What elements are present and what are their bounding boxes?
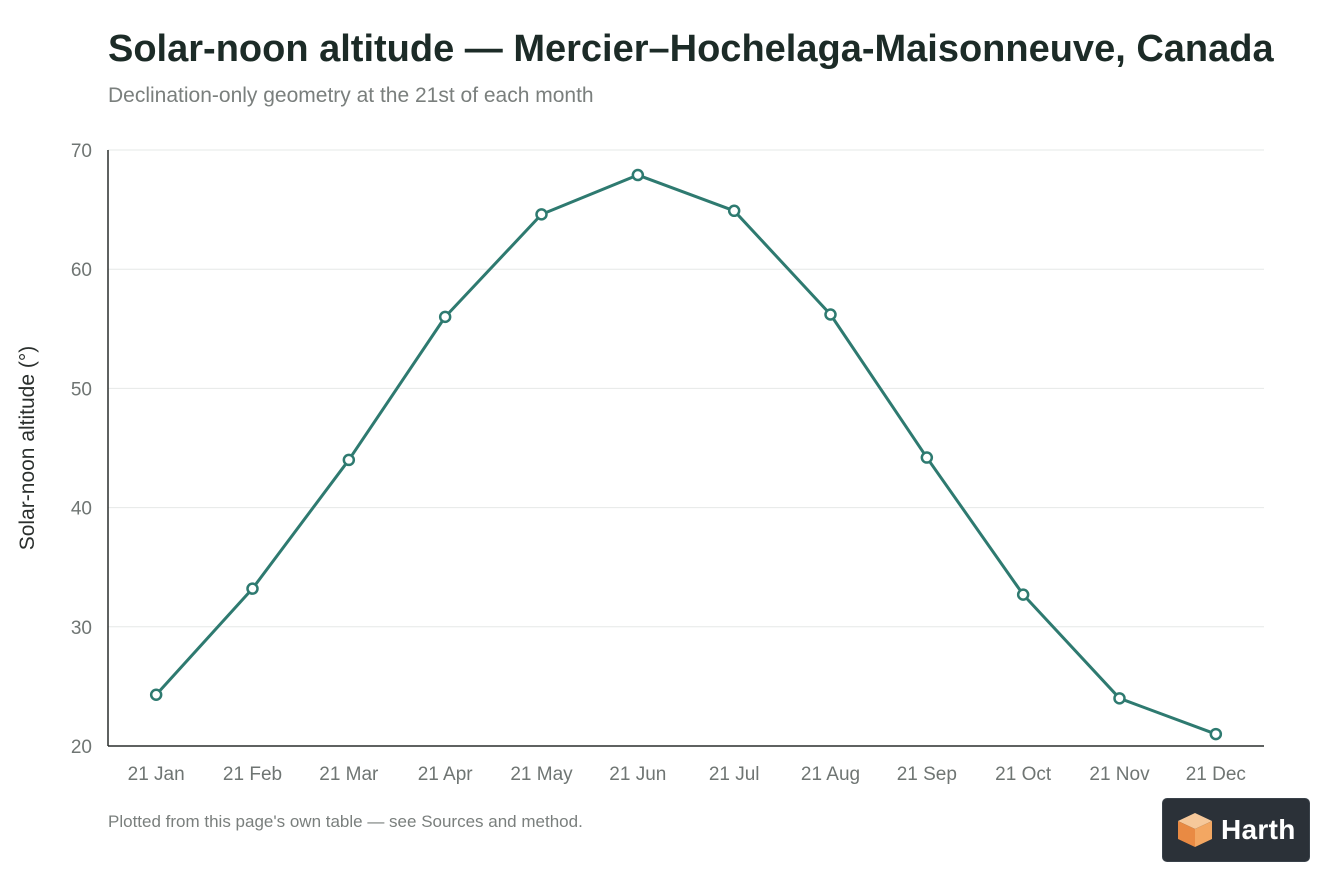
- x-tick-label: 21 Oct: [995, 764, 1052, 785]
- y-tick-labels: 20 30 40 50 60 70: [71, 141, 92, 758]
- y-tick-label: 50: [71, 379, 92, 400]
- data-point[interactable]: [438, 310, 452, 324]
- data-point[interactable]: [1113, 692, 1126, 705]
- data-point[interactable]: [920, 451, 934, 464]
- data-point[interactable]: [535, 208, 548, 221]
- logo-text: Harth: [1221, 814, 1296, 845]
- series-group: [149, 168, 1223, 741]
- x-tick-label: 21 Mar: [319, 764, 379, 785]
- x-tick-label: 21 Dec: [1186, 764, 1246, 785]
- x-tick-label: 21 Nov: [1089, 764, 1150, 785]
- data-point[interactable]: [342, 453, 356, 467]
- gridlines: [108, 149, 1264, 628]
- data-point[interactable]: [824, 308, 837, 321]
- data-point[interactable]: [149, 688, 163, 701]
- data-point[interactable]: [727, 204, 741, 218]
- x-tick-label: 21 May: [510, 764, 573, 785]
- y-axis-title: Solar-noon altitude (°): [16, 346, 39, 551]
- y-tick-label: 30: [71, 618, 92, 639]
- data-point[interactable]: [1016, 588, 1030, 601]
- x-tick-labels: 21 Jan 21 Feb 21 Mar 21 Apr 21 May 21 Jun 21 J…: [128, 764, 1246, 785]
- y-tick-label: 40: [71, 499, 92, 520]
- footnote: Plotted from this page's own table — see…: [108, 812, 583, 831]
- cube-logo-icon: [1178, 813, 1212, 847]
- data-point[interactable]: [1209, 727, 1223, 741]
- series-line: [154, 173, 1218, 736]
- x-tick-label: 21 Jun: [609, 764, 666, 785]
- x-tick-label: 21 Apr: [418, 764, 474, 785]
- x-tick-label: 21 Aug: [801, 764, 860, 785]
- x-tick-label: 21 Sep: [897, 764, 957, 785]
- data-point[interactable]: [631, 168, 645, 182]
- x-tick-label: 21 Jul: [709, 764, 760, 785]
- x-tick-label: 21 Jan: [128, 764, 185, 785]
- y-tick-label: 60: [71, 260, 92, 281]
- chart-title: Solar-noon altitude — Mercier–Hochelaga-…: [108, 28, 1274, 70]
- chart-subtitle: Declination-only geometry at the 21st of…: [108, 84, 594, 107]
- y-tick-label: 70: [71, 141, 92, 162]
- y-tick-label: 20: [71, 737, 92, 758]
- x-tick-label: 21 Feb: [223, 764, 282, 785]
- data-point[interactable]: [246, 582, 259, 595]
- harth-logo[interactable]: Harth: [1162, 798, 1310, 862]
